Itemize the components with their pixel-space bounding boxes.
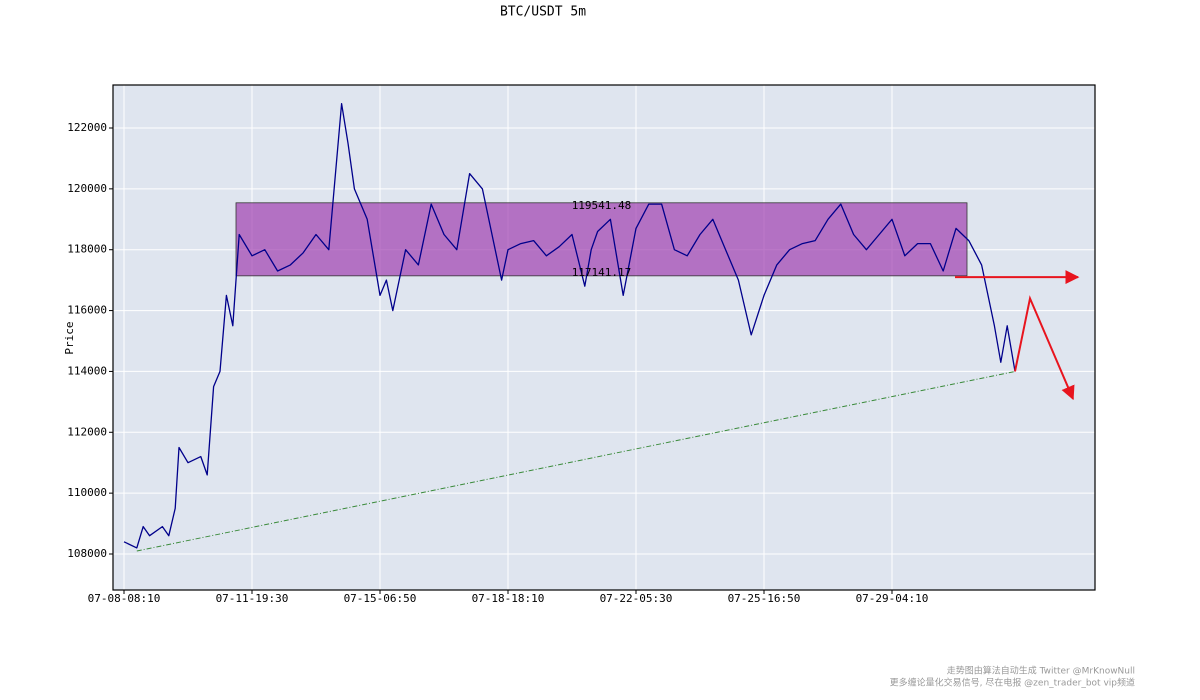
y-tick-label: 108000	[67, 547, 107, 560]
y-tick-label: 110000	[67, 486, 107, 499]
footer-line: 更多缠论量化交易信号, 尽在电报 @zen_trader_bot vip频道	[890, 677, 1135, 689]
x-tick-label: 07-25-16:50	[728, 592, 801, 605]
zone-low-label: 117141.17	[572, 266, 632, 279]
x-tick-label: 07-22-05:30	[600, 592, 673, 605]
y-tick-label: 114000	[67, 364, 107, 377]
chart-title: BTC/USDT 5m	[500, 5, 586, 20]
y-axis-label: Price	[63, 321, 76, 354]
y-tick-label: 116000	[67, 304, 107, 317]
y-tick-label: 112000	[67, 425, 107, 438]
y-tick-label: 122000	[67, 121, 107, 134]
y-tick-label: 118000	[67, 243, 107, 256]
x-tick-label: 07-15-06:50	[344, 592, 417, 605]
zone-high-label: 119541.48	[572, 199, 632, 212]
x-tick-label: 07-11-19:30	[216, 592, 289, 605]
footer-line: 走势图由算法自动生成 Twitter @MrKnowNull	[947, 665, 1135, 677]
forecast-arrow	[1014, 295, 1075, 401]
y-tick-label: 120000	[67, 182, 107, 195]
x-tick-label: 07-18-18:10	[472, 592, 545, 605]
x-tick-label: 07-29-04:10	[856, 592, 929, 605]
price-line	[123, 103, 1016, 549]
x-tick-label: 07-08-08:10	[88, 592, 161, 605]
plot-area	[113, 85, 1095, 590]
plot-frame	[112, 84, 1096, 591]
